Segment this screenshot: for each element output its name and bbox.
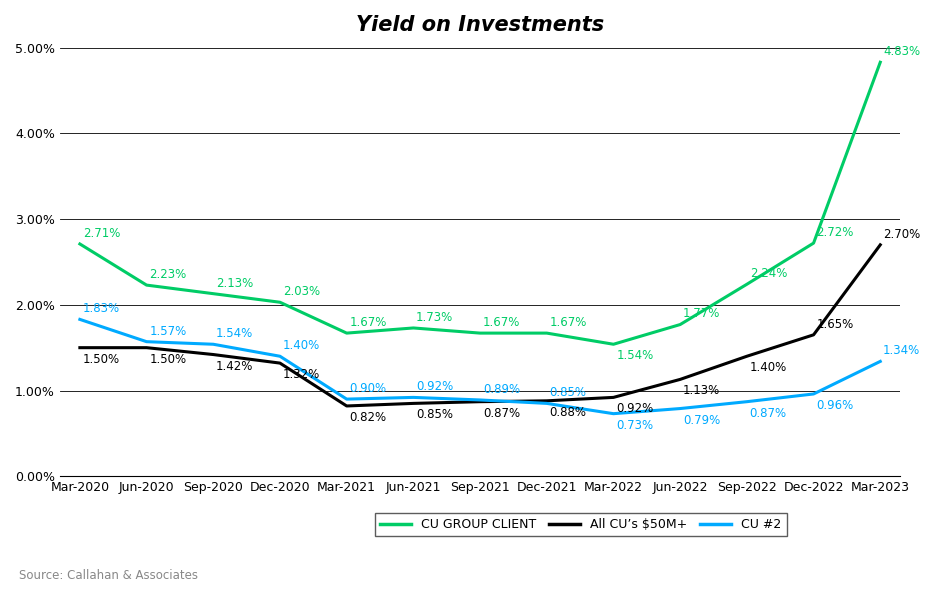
Text: 4.83%: 4.83%	[883, 45, 920, 58]
Text: Source: Callahan & Associates: Source: Callahan & Associates	[19, 569, 198, 582]
Legend: CU GROUP CLIENT, All CU’s $50M+, CU #2: CU GROUP CLIENT, All CU’s $50M+, CU #2	[375, 514, 787, 537]
Text: 1.54%: 1.54%	[216, 327, 253, 340]
Text: 0.85%: 0.85%	[416, 408, 453, 421]
Title: Yield on Investments: Yield on Investments	[356, 15, 604, 35]
Text: 2.70%: 2.70%	[883, 228, 920, 241]
Text: 0.87%: 0.87%	[749, 407, 787, 420]
Text: 2.03%: 2.03%	[282, 285, 320, 298]
Text: 0.88%: 0.88%	[550, 406, 586, 419]
Text: 1.50%: 1.50%	[83, 353, 120, 366]
Text: 1.67%: 1.67%	[350, 316, 386, 329]
Text: 0.89%: 0.89%	[483, 383, 520, 396]
Text: 1.73%: 1.73%	[416, 311, 453, 324]
Text: 1.40%: 1.40%	[749, 361, 787, 374]
Text: 1.13%: 1.13%	[683, 385, 720, 398]
Text: 2.24%: 2.24%	[749, 267, 787, 280]
Text: 1.40%: 1.40%	[282, 339, 320, 352]
Text: 1.54%: 1.54%	[616, 349, 654, 362]
Text: 1.67%: 1.67%	[483, 316, 521, 329]
Text: 1.50%: 1.50%	[149, 353, 187, 366]
Text: 0.92%: 0.92%	[616, 402, 654, 415]
Text: 1.65%: 1.65%	[816, 317, 854, 330]
Text: 1.77%: 1.77%	[683, 307, 720, 320]
Text: 0.92%: 0.92%	[416, 380, 453, 393]
Text: 2.23%: 2.23%	[149, 268, 187, 281]
Text: 1.67%: 1.67%	[550, 316, 587, 329]
Text: 0.73%: 0.73%	[616, 419, 654, 432]
Text: 0.90%: 0.90%	[350, 382, 386, 395]
Text: 0.87%: 0.87%	[483, 407, 520, 420]
Text: 1.57%: 1.57%	[149, 324, 187, 337]
Text: 0.85%: 0.85%	[550, 387, 586, 400]
Text: 0.96%: 0.96%	[816, 399, 854, 412]
Text: 1.83%: 1.83%	[83, 302, 120, 315]
Text: 1.34%: 1.34%	[883, 344, 920, 357]
Text: 2.72%: 2.72%	[816, 226, 854, 239]
Text: 2.71%: 2.71%	[83, 227, 120, 240]
Text: 1.32%: 1.32%	[282, 368, 320, 381]
Text: 0.82%: 0.82%	[350, 411, 386, 424]
Text: 0.79%: 0.79%	[683, 414, 720, 427]
Text: 1.42%: 1.42%	[216, 359, 253, 372]
Text: 2.13%: 2.13%	[216, 277, 253, 290]
